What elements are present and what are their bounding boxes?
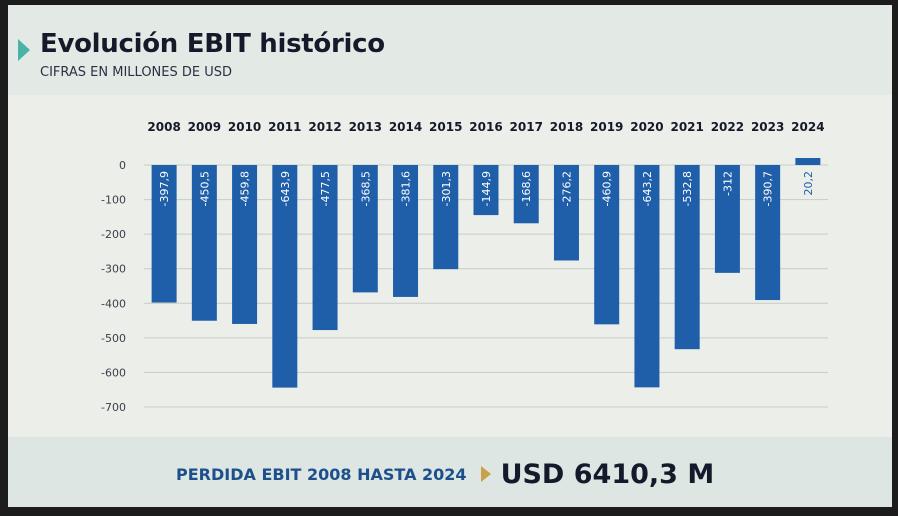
category-label-2022: 2022	[711, 120, 744, 134]
presentation-slide: Evolución EBIT histórico CIFRAS EN MILLO…	[8, 5, 892, 507]
y-tick-label: -400	[101, 297, 126, 310]
total-loss-value: USD 6410,3 M	[500, 458, 715, 490]
data-label-2016: -144,9	[480, 171, 493, 206]
category-label-2017: 2017	[510, 120, 543, 134]
data-label-2024: 20,2	[802, 171, 815, 196]
bar-2013	[352, 165, 378, 293]
title-marker-icon	[18, 39, 30, 61]
data-label-2021: -532,8	[681, 171, 694, 206]
category-label-2015: 2015	[429, 120, 462, 134]
category-label-2023: 2023	[751, 120, 784, 134]
data-label-2020: -643,2	[641, 171, 654, 206]
data-label-2018: -276,2	[560, 171, 573, 206]
total-loss-label: PERDIDA EBIT 2008 HASTA 2024	[176, 464, 467, 484]
data-label-2009: -450,5	[198, 171, 211, 206]
arrow-right-icon	[480, 466, 491, 482]
bar-2012	[312, 165, 338, 331]
category-label-2010: 2010	[228, 120, 261, 134]
data-label-2022: -312	[721, 171, 734, 196]
y-tick-label: -300	[101, 263, 126, 276]
bar-2017	[513, 165, 539, 224]
y-tick-label: -100	[101, 194, 126, 207]
bar-2015	[433, 165, 459, 270]
footer: PERDIDA EBIT 2008 HASTA 2024 USD 6410,3 …	[8, 437, 892, 507]
bar-2008	[151, 165, 177, 303]
chart-panel: 0 -100 -200 -300 -400 -500 -600 -700 2008 -397,9 2…	[8, 95, 892, 437]
bar-2020	[634, 165, 660, 388]
header: Evolución EBIT histórico CIFRAS EN MILLO…	[8, 5, 892, 95]
data-label-2013: -368,5	[359, 171, 372, 206]
ebit-bar-chart: 0 -100 -200 -300 -400 -500 -600 -700 2008 -397,9 2…	[101, 120, 828, 414]
data-label-2015: -301,3	[440, 171, 453, 206]
bar-2018	[553, 165, 579, 261]
category-label-2013: 2013	[349, 120, 382, 134]
bar-2010	[232, 165, 258, 324]
data-label-2023: -390,7	[762, 171, 775, 206]
bar-2023	[755, 165, 781, 301]
data-label-2014: -381,6	[400, 171, 413, 206]
data-label-2011: -643,9	[279, 171, 292, 206]
category-label-2016: 2016	[469, 120, 502, 134]
data-label-2019: -460,9	[601, 171, 614, 206]
y-tick-label: -500	[101, 332, 126, 345]
category-label-2009: 2009	[188, 120, 221, 134]
category-label-2008: 2008	[147, 120, 180, 134]
category-label-2020: 2020	[630, 120, 663, 134]
category-label-2018: 2018	[550, 120, 583, 134]
footer-summary: PERDIDA EBIT 2008 HASTA 2024 USD 6410,3 …	[176, 457, 714, 491]
y-tick-label: -200	[101, 228, 126, 241]
category-label-2024: 2024	[791, 120, 824, 134]
bar-2009	[191, 165, 217, 321]
bar-2021	[674, 165, 700, 350]
bar-2011	[272, 165, 298, 388]
data-label-2010: -459,8	[239, 171, 252, 206]
bar-2024	[795, 158, 821, 165]
bar-2019	[594, 165, 620, 325]
category-label-2019: 2019	[590, 120, 623, 134]
bar-2014	[393, 165, 419, 297]
y-tick-label: -600	[101, 366, 126, 379]
data-label-2008: -397,9	[158, 171, 171, 206]
y-tick-label: 0	[119, 159, 126, 172]
bar-2016	[473, 165, 499, 216]
data-label-2012: -477,5	[319, 171, 332, 206]
data-label-2017: -168,6	[520, 171, 533, 206]
slide-title: Evolución EBIT histórico	[40, 29, 385, 59]
category-label-2014: 2014	[389, 120, 422, 134]
slide-subtitle: CIFRAS EN MILLONES DE USD	[40, 65, 233, 80]
category-label-2021: 2021	[670, 120, 703, 134]
y-tick-label: -700	[101, 401, 126, 414]
bar-2022	[714, 165, 740, 273]
category-label-2011: 2011	[268, 120, 301, 134]
category-label-2012: 2012	[308, 120, 341, 134]
